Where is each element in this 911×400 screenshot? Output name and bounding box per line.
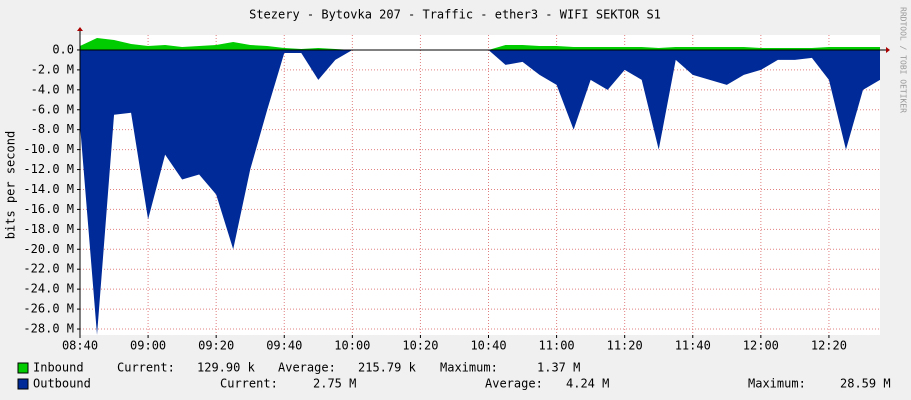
x-tick-label: 11:00: [539, 339, 575, 353]
x-tick-label: 11:20: [607, 339, 643, 353]
area: [80, 37, 880, 50]
legend-stat: 1.37 M: [537, 361, 580, 375]
x-tick-label: 09:20: [198, 339, 234, 353]
area: [80, 49, 880, 335]
legend-stat: 28.59 M: [840, 377, 891, 391]
x-tick-label: 09:40: [266, 339, 302, 353]
y-tick-label: -6.0 M: [31, 102, 74, 116]
y-tick-label: -22.0 M: [23, 262, 74, 276]
legend-swatch: [17, 378, 29, 390]
y-tick-label: -16.0 M: [23, 202, 74, 216]
y-tick-label: -26.0 M: [23, 302, 74, 316]
y-tick-label: 0.0: [52, 42, 74, 56]
y-tick-label: -12.0 M: [23, 162, 74, 176]
x-tick-label: 10:40: [470, 339, 506, 353]
legend-stat: Maximum:: [748, 377, 806, 391]
legend-swatch: [17, 362, 29, 374]
x-tick-label: 12:20: [811, 339, 847, 353]
legend-stat: Current:: [117, 361, 175, 375]
x-tick-label: 10:20: [402, 339, 438, 353]
y-tick-label: -10.0 M: [23, 142, 74, 156]
x-tick-label: 12:00: [743, 339, 779, 353]
axis-arrow: [77, 27, 83, 31]
y-axis-title: bits per second: [4, 131, 18, 239]
y-tick-label: -4.0 M: [31, 82, 74, 96]
y-tick-label: -24.0 M: [23, 282, 74, 296]
chart-title: Stezery - Bytovka 207 - Traffic - ether3…: [249, 8, 661, 22]
legend-stat: 215.79 k: [358, 361, 417, 375]
legend-stat: Current:: [220, 377, 278, 391]
y-tick-label: -8.0 M: [31, 122, 74, 136]
x-tick-label: 08:40: [62, 339, 98, 353]
x-tick-label: 11:40: [675, 339, 711, 353]
x-tick-label: 10:00: [334, 339, 370, 353]
axis-arrow: [886, 46, 890, 53]
y-tick-label: -18.0 M: [23, 222, 74, 236]
y-tick-label: -2.0 M: [31, 62, 74, 76]
legend-label: Inbound: [33, 361, 84, 375]
side-note: RRDTOOL / TOBI OETIKER: [899, 7, 908, 113]
legend-stat: Average:: [278, 361, 336, 375]
legend-stat: 129.90 k: [197, 361, 256, 375]
legend-stat: Average:: [485, 377, 543, 391]
y-tick-label: -28.0 M: [23, 322, 74, 336]
legend-stat: 2.75 M: [313, 377, 356, 391]
y-tick-label: -20.0 M: [23, 242, 74, 256]
legend-stat: Maximum:: [440, 361, 498, 375]
legend-label: Outbound: [33, 377, 91, 391]
x-tick-label: 09:00: [130, 339, 166, 353]
legend-stat: 4.24 M: [566, 377, 609, 391]
y-tick-label: -14.0 M: [23, 182, 74, 196]
